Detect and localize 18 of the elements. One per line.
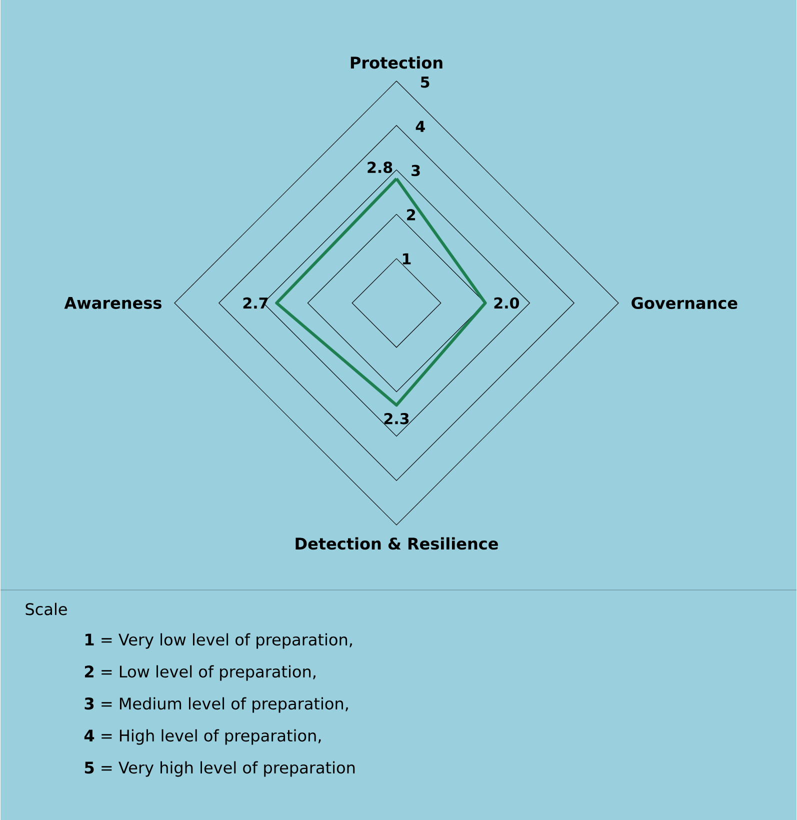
text: 4 = High level of preparation, <box>84 729 321 745</box>
y-tick-label: 2 <box>407 209 416 220</box>
text: 5 = Very high level of preparation <box>84 761 355 777</box>
spoke-label: Governance <box>632 296 738 310</box>
text: 2 = Low level of preparation, <box>84 665 316 681</box>
data-label: 2.0 <box>494 297 520 309</box>
spoke-label: Detection & Resilience <box>296 537 498 550</box>
spoke-label: Protection <box>350 56 442 69</box>
y-tick-label: 5 <box>420 76 430 88</box>
data-label: 2.8 <box>368 162 392 174</box>
text: 3 = Medium level of preparation, <box>84 697 348 713</box>
text: 1 = Very low level of preparation, <box>86 633 352 649</box>
data-label: 2.3 <box>384 412 409 424</box>
spoke-label: Awareness <box>64 297 162 309</box>
y-tick-label: 4 <box>416 120 425 132</box>
text: Scale <box>26 602 67 616</box>
y-tick-label: 1 <box>402 253 411 264</box>
y-tick-label: 3 <box>412 164 420 176</box>
